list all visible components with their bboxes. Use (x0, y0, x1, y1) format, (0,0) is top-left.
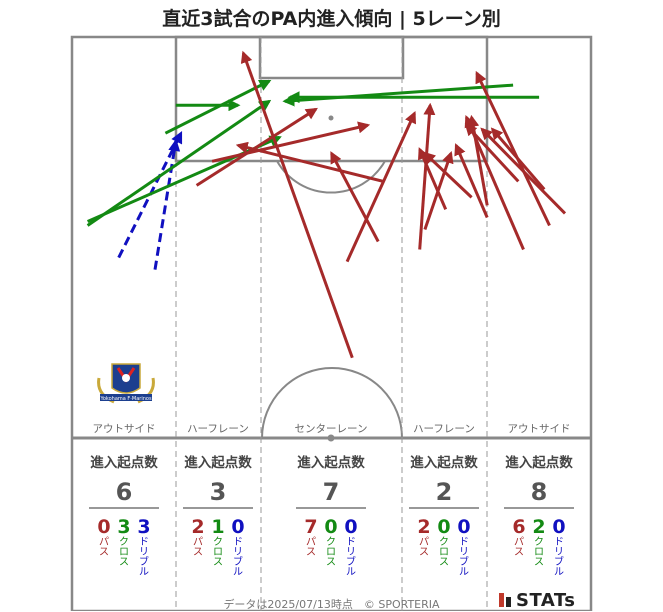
lane-2-cross-label: クロス (213, 536, 223, 568)
lane-4-dribble-count: 0 (457, 516, 470, 538)
lane-5-pass-label: パス (514, 536, 524, 558)
lane-2-dribble-count: 0 (231, 516, 244, 538)
pass-arrow-10 (211, 121, 371, 163)
lane-2-cross-count: 1 (211, 516, 224, 538)
stats-logo: STATs (499, 590, 575, 611)
pass-arrow-18 (423, 151, 473, 199)
pass-arrow-24 (490, 127, 546, 191)
lane-5-dribble-label: ドリブル (554, 537, 564, 578)
lane-5-pass-count: 6 (512, 516, 525, 538)
lane-1-total: 6 (116, 478, 133, 506)
lane-1-pass-label: パス (99, 536, 109, 558)
lane-5-dribble-count: 0 (552, 516, 565, 538)
lane-3-dribble-count: 0 (344, 516, 357, 538)
lane-1-dribble-count: 3 (137, 516, 150, 538)
lane-3-pass-count: 7 (304, 516, 317, 538)
cross-arrow-3 (86, 99, 272, 227)
lane-3-total: 7 (323, 478, 340, 506)
lane-2-total: 3 (210, 478, 227, 506)
stats-mark2-icon (506, 597, 511, 607)
lane-3-head: 進入起点数 (297, 454, 365, 471)
lane-4-pass-label: パス (419, 536, 429, 558)
penalty-spot (328, 115, 334, 121)
lane-3-pass-label: パス (306, 536, 316, 558)
lane-5-cross-label: クロス (534, 536, 544, 568)
lane-2-head: 進入起点数 (184, 454, 252, 471)
dribble-arrow-2 (153, 138, 181, 270)
lane-label-5: アウトサイド (508, 423, 571, 435)
club-crest: Yokohama F·Marinos (97, 363, 155, 404)
lane-3-cross-label: クロス (326, 536, 336, 568)
lane-5-total: 8 (531, 478, 548, 506)
footer-note: データは2025/07/13時点 © SPORTERIA (223, 598, 440, 611)
stats-logo-text: STATs (516, 590, 576, 611)
lane-1-cross-label: クロス (119, 536, 129, 568)
pass-arrow-9 (195, 107, 318, 187)
lane-5-cross-count: 2 (532, 516, 545, 538)
lane-4-cross-count: 0 (437, 516, 450, 538)
goal-area (258, 35, 405, 80)
pass-arrow-15 (418, 102, 436, 250)
center-spot (327, 434, 335, 442)
pass-arrow-12 (345, 111, 416, 263)
lane-label-3: センターレーン (295, 423, 368, 435)
lane-label-2: ハーフレーン (187, 423, 249, 435)
pass-arrow-13 (330, 151, 380, 243)
lane-2-dribble-label: ドリブル (233, 537, 243, 578)
lane-2-pass-label: パス (193, 536, 203, 558)
cross-arrow-5 (164, 79, 272, 135)
stats-mark-icon (499, 593, 504, 607)
lane-1-cross-count: 3 (117, 516, 130, 538)
lane-1-head: 進入起点数 (90, 454, 158, 471)
lane-1-pass-count: 0 (97, 516, 110, 538)
lane-4-head: 進入起点数 (410, 454, 478, 471)
center-circle (261, 367, 403, 439)
cross-arrow-7 (282, 83, 514, 107)
chart-title: 直近3試合のPA内進入傾向 | 5レーン別 (162, 8, 501, 30)
lane-4-dribble-label: ドリブル (459, 537, 469, 578)
pass-arrow-14 (235, 141, 384, 183)
lane-5-head: 進入起点数 (505, 454, 573, 471)
pass-arrow-25 (467, 114, 489, 206)
lane-4-total: 2 (436, 478, 453, 506)
lane-2-pass-count: 2 (191, 516, 204, 538)
lane-label-1: アウトサイド (93, 423, 156, 435)
dribble-arrow-1 (117, 131, 183, 259)
club-caption: Yokohama F·Marinos (99, 396, 151, 402)
pass-arrow-21 (475, 70, 551, 227)
pass-arrow-11 (240, 50, 354, 359)
lane-1-dribble-label: ドリブル (139, 537, 149, 578)
lane-4-cross-label: クロス (439, 536, 449, 568)
lane-4-pass-count: 2 (417, 516, 430, 538)
arrows-layer (86, 50, 567, 359)
lane-stats: 進入起点数60パス3クロス3ドリブル進入起点数32パス1クロス0ドリブル進入起点… (89, 454, 574, 578)
lane-3-dribble-label: ドリブル (346, 537, 356, 578)
lane-label-4: ハーフレーン (413, 423, 475, 435)
pass-arrow-22 (480, 127, 567, 215)
pass-arrow-19 (454, 143, 489, 219)
lane-3-cross-count: 0 (324, 516, 337, 538)
